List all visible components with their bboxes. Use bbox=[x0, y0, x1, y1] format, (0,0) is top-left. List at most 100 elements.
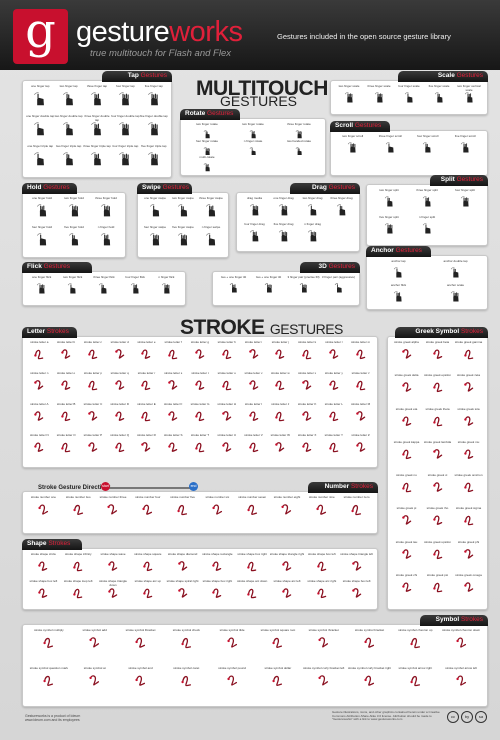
hand-glyph bbox=[434, 92, 443, 103]
stroke-start-dot bbox=[142, 592, 146, 595]
stroke-start-dot bbox=[275, 416, 278, 419]
motion-arc bbox=[384, 223, 388, 226]
motion-arc bbox=[205, 204, 210, 207]
rotate-gesture-label: two finger rotate bbox=[242, 123, 264, 126]
greek-gesture-label: stroke greek lambda bbox=[423, 440, 452, 444]
greek-gesture-item: stroke greek zeta bbox=[453, 374, 484, 407]
greek-gesture-label: stroke greek omicron bbox=[454, 474, 483, 477]
tap-gesture-item: one finger triple tap bbox=[26, 145, 54, 175]
hand-glyph bbox=[149, 233, 159, 246]
motion-arc bbox=[119, 122, 125, 125]
finger-shape bbox=[70, 284, 72, 289]
letter-gesture-item: stroke letter l bbox=[320, 341, 347, 372]
stroke-glyph-icon bbox=[61, 411, 71, 422]
hand-glyph bbox=[385, 142, 394, 153]
symbol-gesture-label: stroke symbol curly bracket right bbox=[347, 666, 391, 670]
letter-gesture-item: stroke letter p bbox=[80, 372, 107, 403]
palm-shape bbox=[37, 97, 45, 106]
hand-gesture-icon bbox=[36, 233, 46, 246]
stroke-start-dot bbox=[463, 354, 467, 357]
palm-shape bbox=[208, 209, 215, 217]
finger-shape bbox=[313, 231, 315, 236]
swipe-tab-suffix: Gestures bbox=[162, 184, 189, 191]
split-gesture-item: n finger split bbox=[408, 216, 446, 243]
stroke-path bbox=[356, 442, 365, 452]
stroke-path bbox=[433, 349, 442, 359]
stroke-glyph-icon bbox=[142, 588, 153, 599]
rotate-tab-suffix: Gestures bbox=[207, 110, 234, 117]
letter-gesture-item: stroke letter M bbox=[347, 403, 374, 434]
flick-gesture-label: three finger flick bbox=[93, 276, 115, 279]
flick-gesture-item: four finger flick bbox=[120, 276, 151, 303]
finger-shape bbox=[399, 291, 401, 296]
stroke-start-dot bbox=[73, 566, 76, 569]
hand-glyph bbox=[205, 233, 215, 246]
finger-shape bbox=[208, 234, 210, 239]
hand-glyph bbox=[384, 223, 393, 234]
symbol-gesture-item: stroke symbol square root bbox=[255, 629, 301, 667]
palm-shape bbox=[346, 96, 353, 103]
stroke-start-dot bbox=[195, 415, 198, 418]
finger-shape bbox=[453, 268, 455, 273]
finger-shape bbox=[122, 153, 124, 159]
split-gesture-label: two finger split bbox=[379, 189, 399, 192]
finger-shape bbox=[380, 93, 382, 98]
stroke-start-dot bbox=[141, 352, 145, 355]
stroke-glyph-icon bbox=[281, 504, 292, 515]
finger-shape bbox=[396, 291, 398, 296]
split-gesture-item: four finger split bbox=[446, 189, 484, 216]
anchor-gesture-item: anchor scale bbox=[427, 284, 484, 308]
stroke-start-dot bbox=[455, 639, 459, 643]
finger-shape bbox=[67, 154, 69, 160]
stroke-start-dot bbox=[272, 679, 276, 682]
finger-shape bbox=[340, 206, 342, 211]
stroke-path bbox=[181, 637, 191, 649]
stroke-path bbox=[433, 382, 442, 393]
palm-shape bbox=[37, 157, 45, 166]
hand-gesture-icon bbox=[68, 233, 78, 246]
finger-shape bbox=[314, 232, 316, 237]
anchor-gesture-label: anchor flick bbox=[390, 283, 407, 287]
stroke-start-dot bbox=[141, 443, 145, 446]
stroke-glyph-icon bbox=[351, 504, 362, 516]
finger-shape bbox=[285, 206, 287, 211]
anchor-panel bbox=[366, 255, 488, 310]
stroke-glyph-icon bbox=[135, 637, 146, 648]
hand-gesture-icon bbox=[384, 196, 393, 207]
scale-panel bbox=[330, 80, 488, 115]
letter-gesture-label: stroke letter G bbox=[190, 403, 210, 406]
number-gesture-item: stroke number zero bbox=[339, 496, 374, 531]
letter-gesture-label: stroke letter x bbox=[298, 372, 317, 375]
hold-gesture-label: n finger hold bbox=[97, 226, 115, 229]
finger-shape bbox=[127, 94, 130, 100]
letter-gesture-label: stroke letter p bbox=[83, 372, 102, 375]
stroke-glyph-icon bbox=[195, 411, 205, 422]
threed-gesture-item: two + one finger tilt bbox=[216, 276, 251, 303]
stroke-glyph-icon bbox=[221, 349, 231, 360]
greek-gesture-label: stroke greek iota bbox=[457, 407, 480, 411]
palm-shape bbox=[152, 238, 159, 246]
motion-arc bbox=[336, 204, 341, 207]
stroke-start-dot bbox=[43, 679, 47, 682]
stroke-path bbox=[329, 411, 339, 422]
hand-glyph bbox=[249, 230, 258, 242]
hand-gesture-icon bbox=[177, 233, 187, 246]
finger-shape bbox=[348, 93, 350, 98]
stroke-glyph-icon bbox=[302, 349, 312, 360]
drag-gesture-label: two finger drag bbox=[302, 197, 323, 200]
finger-shape bbox=[154, 123, 156, 129]
footer-credit-line2: www.ideum.com and its employees bbox=[25, 718, 80, 722]
stroke-start-dot bbox=[221, 412, 225, 415]
stroke-start-dot bbox=[212, 506, 215, 510]
stroke-glyph-icon bbox=[432, 416, 442, 426]
stroke-glyph-icon bbox=[318, 674, 329, 685]
letter-gesture-item: stroke letter o bbox=[53, 372, 80, 403]
stroke-start-dot bbox=[181, 680, 184, 683]
tap-gesture-label: three finger double tap bbox=[84, 115, 110, 122]
hand-glyph bbox=[99, 283, 108, 294]
hand-gesture-icon bbox=[229, 283, 237, 293]
number-gesture-item: stroke number six bbox=[200, 496, 235, 531]
letter-gesture-item: stroke letter b bbox=[53, 341, 80, 372]
hand-glyph bbox=[100, 204, 110, 217]
symbol-tab-title: Symbol bbox=[435, 616, 461, 623]
